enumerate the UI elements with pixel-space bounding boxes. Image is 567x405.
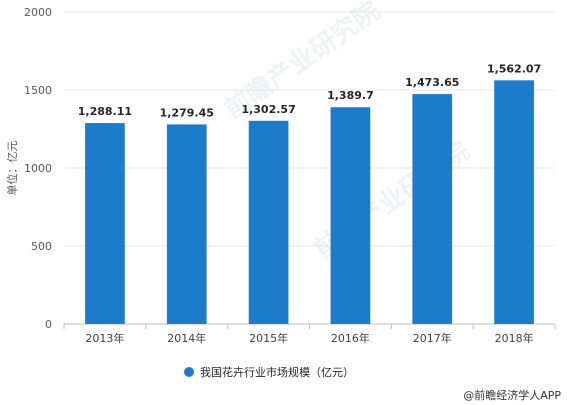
bar	[248, 120, 289, 325]
y-axis: 0 500 1000 1500 2000	[24, 6, 52, 331]
bar-value-label: 1,473.65	[405, 76, 459, 89]
legend-marker	[184, 367, 194, 377]
x-tick-label: 2013年	[85, 331, 124, 345]
x-tick-label: 2018年	[495, 331, 534, 345]
x-tick-label: 2015年	[249, 331, 288, 345]
legend-label: 我国花卉行业市场规模（亿元）	[200, 365, 354, 379]
x-tick-label: 2014年	[167, 331, 206, 345]
y-tick-label: 1000	[24, 162, 52, 175]
bar-value-label: 1,562.07	[487, 62, 541, 75]
legend: 我国花卉行业市场规模（亿元）	[184, 365, 354, 379]
bar-value-label: 1,302.57	[241, 103, 295, 116]
y-tick-label: 2000	[24, 6, 52, 19]
footer-credit: @前瞻经济学人APP	[463, 388, 561, 402]
y-tick-label: 0	[45, 318, 52, 331]
x-tick-label: 2017年	[413, 331, 452, 345]
bar-value-label: 1,279.45	[160, 106, 214, 119]
bar	[330, 107, 371, 324]
gridlines	[64, 11, 555, 325]
y-tick-label: 500	[31, 240, 52, 253]
x-tick-label: 2016年	[331, 331, 370, 345]
bars: 1,288.11 1,279.45 1,302.57 1,389.7 1,473.65 1…	[78, 62, 541, 325]
y-axis-label: 单位：亿元	[5, 141, 19, 196]
bar	[85, 123, 125, 324]
bar-value-label: 1,389.7	[327, 89, 374, 102]
bar	[412, 94, 453, 325]
y-tick-label: 1500	[24, 84, 52, 97]
bar-value-label: 1,288.11	[78, 105, 132, 118]
x-axis: 2013年 2014年 2015年 2016年 2017年 2018年	[63, 324, 556, 345]
bar	[494, 80, 534, 324]
bar	[166, 124, 207, 325]
